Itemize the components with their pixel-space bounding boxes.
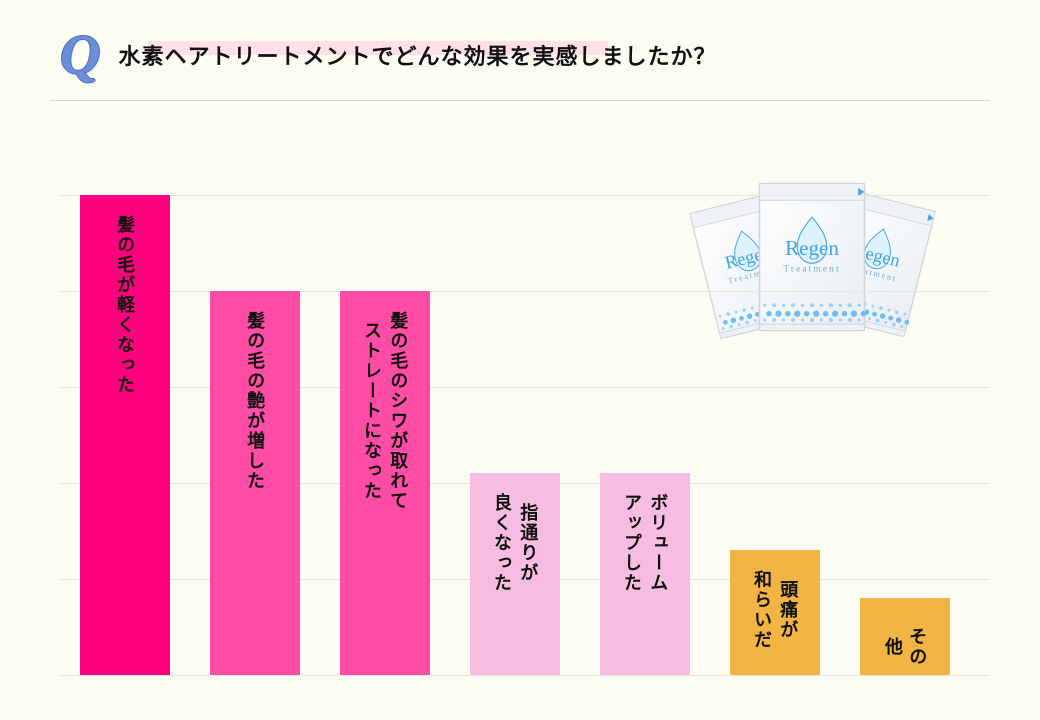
bar: ボリュームアップした [600,473,690,675]
bar: 髪の毛のシワが取れてストレートになった [340,291,430,675]
bar-label: ボリュームアップした [620,473,671,593]
header: Q 水素ヘアトリートメントでどんな効果を実感しましたか？ [0,20,1040,90]
bar-label: 髪の毛が軽くなった [113,195,137,395]
chart-bars: 髪の毛が軽くなった 髪の毛の艶が増した 髪の毛のシワが取れてストレートになった指通り… [60,195,990,675]
bar-label: 髪の毛のシワが取れてストレートになった [360,291,411,511]
bar: その他 [860,598,950,675]
bar-chart: 髪の毛が軽くなった 髪の毛の艶が増した 髪の毛のシワが取れてストレートになった指通り… [60,195,990,675]
bar-label: 指通りが良くなった [490,473,541,593]
bar: 髪の毛の艶が増した [210,291,300,675]
title-wrap: 水素ヘアトリートメントでどんな効果を実感しましたか？ [118,39,716,71]
bar: 髪の毛が軽くなった [80,195,170,675]
bar-label: その他 [881,598,930,675]
q-icon: Q [60,23,98,87]
question-title: 水素ヘアトリートメントでどんな効果を実感しましたか？ [118,39,716,71]
bar: 頭痛が和らいだ [730,550,820,675]
page: Q 水素ヘアトリートメントでどんな効果を実感しましたか？ RegenTreatm… [0,0,1040,720]
gridline [60,675,990,676]
header-divider [50,100,990,101]
bar-label: 髪の毛の艶が増した [243,291,267,491]
bar: 指通りが良くなった [470,473,560,675]
bar-label: 頭痛が和らいだ [750,550,801,650]
